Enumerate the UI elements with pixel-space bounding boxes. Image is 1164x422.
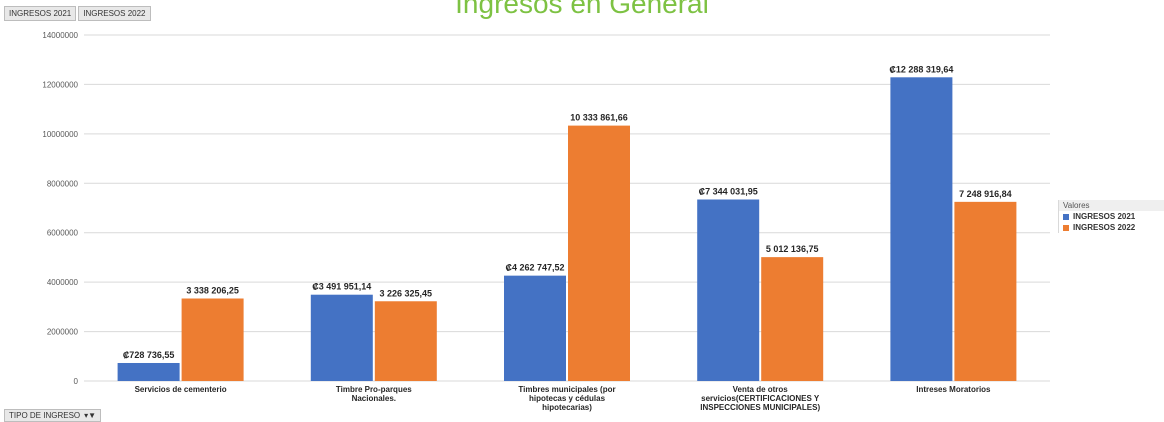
bar-2021 [310,294,373,381]
bar-2022 [954,201,1017,381]
field-button-ingresos-2022[interactable]: INGRESOS 2022 [78,6,151,21]
y-tick-label: 6000000 [47,229,79,238]
y-tick-label: 10000000 [42,130,78,139]
x-category-label: Venta de otros [733,385,789,394]
data-label: ₡7 344 031,95 [699,186,758,196]
bar-2021 [697,199,760,381]
legend-label-2022: INGRESOS 2022 [1073,223,1136,232]
data-label: 3 338 206,25 [186,285,239,295]
data-label: ₡4 262 747,52 [505,263,564,273]
y-tick-label: 4000000 [47,278,79,287]
bar-2022 [568,125,630,381]
legend-header: Valores [1059,200,1164,211]
y-tick-label: 8000000 [47,179,79,188]
legend-item-2021[interactable]: INGRESOS 2021 [1059,211,1164,222]
bar-2021 [890,77,953,382]
data-label: ₡728 736,55 [123,350,175,360]
data-label: 10 333 861,66 [570,113,628,123]
filter-dropdown-icon: ▾▼ [84,411,97,420]
x-category-label: hipotecarias) [542,403,592,412]
tipo-de-ingreso-filter-button[interactable]: TIPO DE INGRESO ▾▼ [4,409,102,422]
bar-2021 [504,275,566,381]
x-category-label: Timbre Pro-parques [336,385,412,394]
data-label: ₡3 491 951,14 [312,282,371,292]
chart-title: Ingresos en General [455,0,709,19]
data-label: 7 248 916,84 [959,189,1012,199]
legend-label-2021: INGRESOS 2021 [1073,212,1136,221]
filter-label: TIPO DE INGRESO [9,411,81,420]
data-label: ₡12 288 319,64 [889,64,953,74]
y-tick-label: 0 [74,377,79,386]
y-tick-label: 12000000 [42,80,78,89]
data-label: 5 012 136,75 [766,244,819,254]
x-category-label: Timbres municipales (por [518,385,615,394]
chart-legend: Valores INGRESOS 2021 INGRESOS 2022 [1058,200,1164,233]
bar-2022 [761,257,824,381]
legend-swatch-2021 [1063,213,1069,220]
x-category-label: servicios(CERTIFICACIONES Y [701,394,820,403]
bar-2021 [117,362,180,381]
x-category-label: hipotecas y cédulas [529,394,606,403]
legend-item-2022[interactable]: INGRESOS 2022 [1059,222,1164,233]
x-category-label: Servicios de cementerio [135,385,227,394]
y-tick-label: 14000000 [42,31,78,40]
y-tick-label: 2000000 [47,328,79,337]
x-category-label: Nacionales. [352,394,396,403]
bar-2022 [181,298,244,381]
x-category-label: Intreses Moratorios [916,385,991,394]
field-button-ingresos-2021[interactable]: INGRESOS 2021 [4,6,77,21]
pivot-field-buttons: INGRESOS 2021 INGRESOS 2022 [4,6,151,21]
data-label: 3 226 325,45 [380,288,433,298]
x-category-label: INSPECCIONES MUNICIPALES) [700,403,820,412]
bar-2022 [374,301,437,381]
legend-swatch-2022 [1063,224,1069,231]
